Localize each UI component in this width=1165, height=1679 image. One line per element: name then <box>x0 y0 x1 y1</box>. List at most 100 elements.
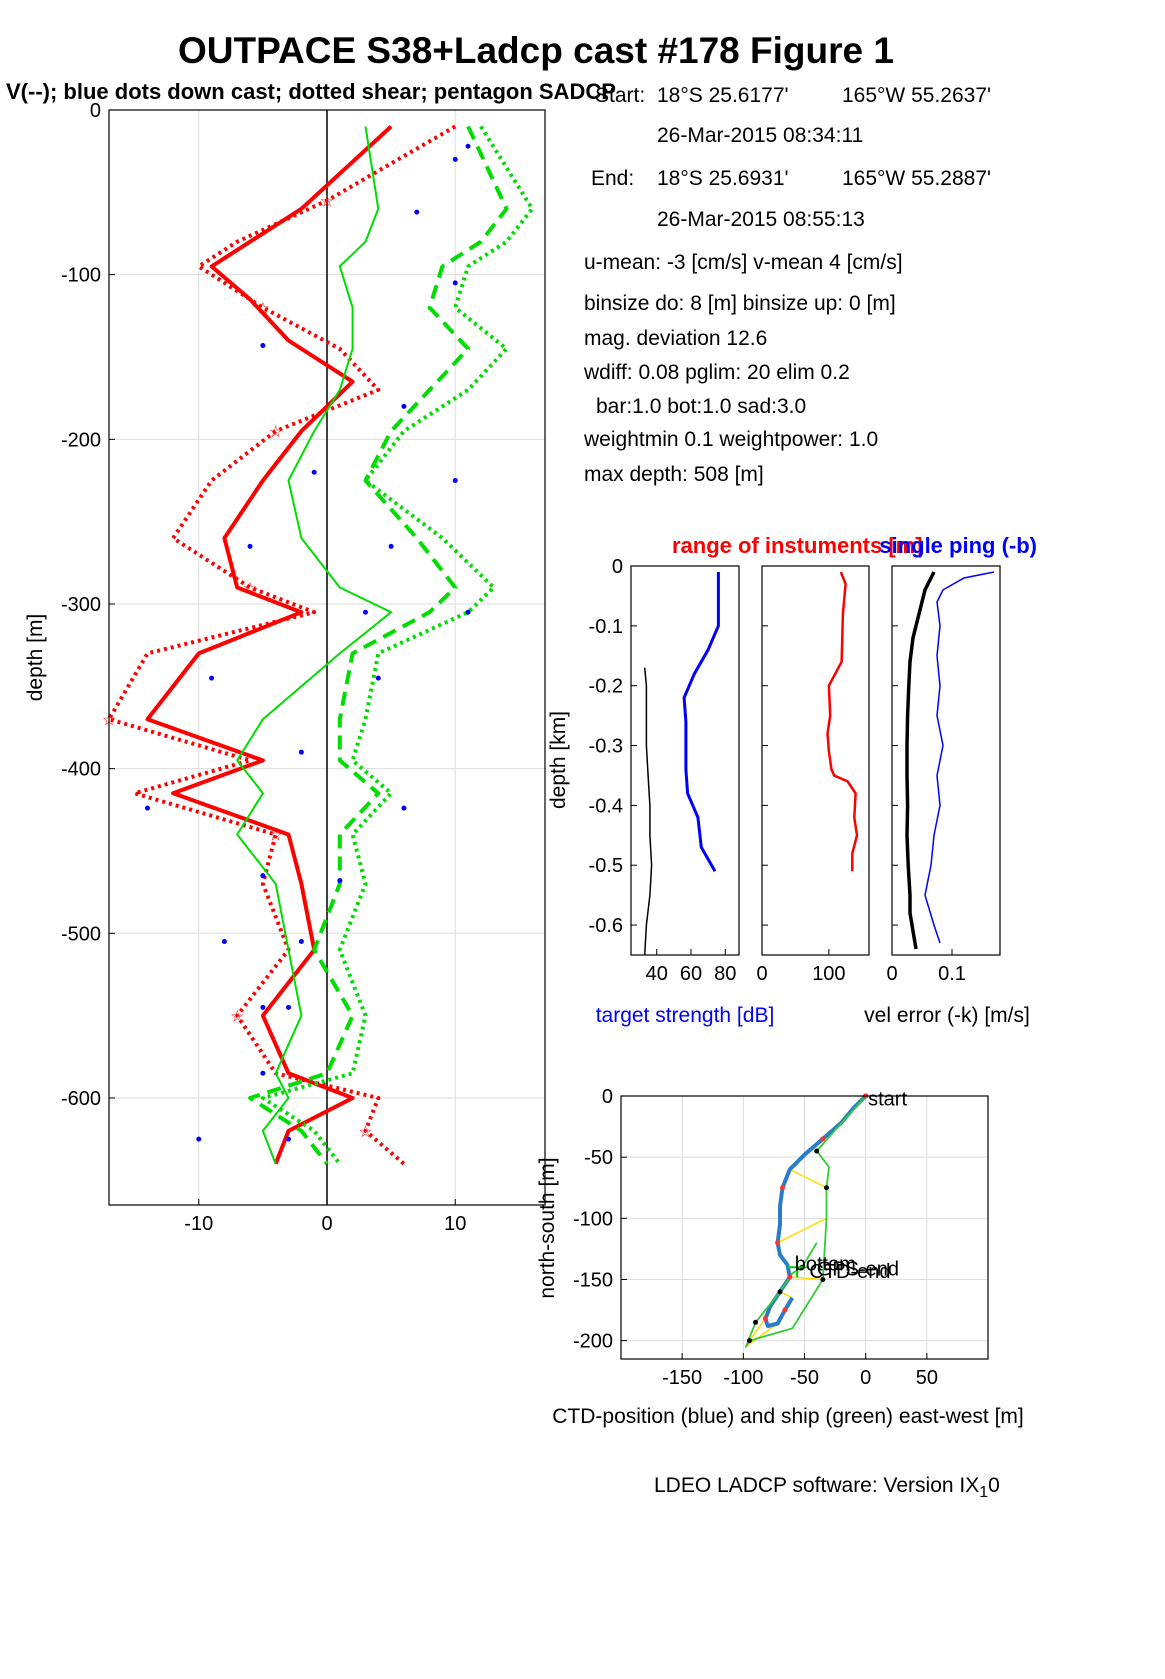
x-tick-label: -10 <box>184 1213 213 1235</box>
x-tick-label: 50 <box>916 1367 938 1389</box>
profile-line-v <box>236 126 393 1165</box>
position-annotation: GPS-end <box>817 1258 899 1280</box>
velocity-error-chart: 0 0.1 vel error (-k) [m/s] <box>864 565 1030 1027</box>
downcast-dot <box>221 939 227 945</box>
ctd-ship-connector <box>777 1217 827 1244</box>
downcast-dot <box>286 1136 292 1142</box>
ship-fix-dot <box>820 1276 826 1282</box>
downcast-dot <box>260 342 266 348</box>
start-longitude: 165°W 55.2637' <box>842 84 992 107</box>
start-label: Start: <box>595 84 646 107</box>
ctd-ship-connector <box>789 1168 827 1189</box>
series-single-ping <box>924 571 995 944</box>
downcast-dot <box>465 143 471 149</box>
axes-frame <box>630 565 740 956</box>
y-tick-label: -150 <box>573 1269 613 1291</box>
y-axis-label: depth [km] <box>547 711 570 809</box>
axes-frame <box>761 565 870 956</box>
ctd-fix-dot <box>782 1307 788 1313</box>
downcast-dot <box>362 609 368 615</box>
ship-fix-dot <box>824 1185 830 1191</box>
y-tick-label: -0.6 <box>589 915 623 937</box>
plot-area <box>762 566 869 955</box>
series-vel-error <box>905 571 936 950</box>
series-range <box>826 571 859 872</box>
x-axis-label: vel error (-k) [m/s] <box>864 1004 1030 1027</box>
end-time: 26-Mar-2015 08:55:13 <box>657 208 865 231</box>
downcast-dot <box>337 878 343 884</box>
figure-title: OUTPACE S38+Ladcp cast #178 Figure 1 <box>178 30 894 71</box>
y-tick-label: -200 <box>573 1331 613 1353</box>
y-tick-label: -100 <box>61 265 101 287</box>
end-latitude: 18°S 25.6931' <box>657 167 789 190</box>
downcast-dot <box>298 939 304 945</box>
y-tick-label: -600 <box>61 1088 101 1110</box>
downcast-dot <box>260 1070 266 1076</box>
ctd-fix-dot <box>820 1136 826 1142</box>
ctd-ship-connector <box>748 1318 766 1342</box>
mean-velocity: u-mean: -3 [cm/s] v-mean 4 [cm/s] <box>584 251 903 274</box>
figure-subtitle: V(--); blue dots down cast; dotted shear… <box>6 79 616 104</box>
downcast-dot <box>260 873 266 879</box>
panel-title-overlap: single ping (-b) <box>879 533 1037 558</box>
x-tick-label: 100 <box>812 963 845 985</box>
velocity-profile-chart: ☆☆☆☆☆☆☆☆-10 0 100-100-200-300-400-500-600d… <box>24 100 546 1235</box>
x-tick-label: 0 <box>886 963 897 985</box>
profile-line-v <box>248 125 509 1166</box>
x-tick-label: 0 <box>860 1367 871 1389</box>
ship-fix-dot <box>753 1319 759 1325</box>
x-tick-label: 60 <box>680 963 702 985</box>
version-subscript: 1 <box>979 1484 989 1502</box>
y-tick-label: -0.3 <box>589 736 623 758</box>
x-tick-label: 0.1 <box>938 963 966 985</box>
series-range <box>643 667 653 956</box>
y-axis-label: north-south [m] <box>536 1157 559 1298</box>
axes-frame <box>891 565 1001 956</box>
y-tick-label: -0.1 <box>589 616 623 638</box>
downcast-dot <box>260 1004 266 1010</box>
downcast-dot <box>401 403 407 409</box>
sadcp-marker: ☆ <box>358 1124 372 1141</box>
downcast-dot <box>196 1136 202 1142</box>
downcast-dot <box>311 469 317 475</box>
version-suffix: 0 <box>988 1474 1000 1497</box>
y-tick-label: -0.5 <box>589 855 623 877</box>
ctd-fix-dot <box>787 1274 793 1280</box>
sadcp-marker: ☆ <box>269 828 283 845</box>
target-strength-chart: 40 60 80 0 -0.1 -0.2 -0.3 -0.4 -0.5 -0.6 depth [km… <box>547 533 1037 1027</box>
software-version: LDEO LADCP software: Version IX <box>654 1474 980 1497</box>
ctd-fix-dot <box>775 1240 781 1246</box>
x-tick-label: 0 <box>321 1213 332 1235</box>
downcast-dot <box>401 805 407 811</box>
y-tick-label: -0.4 <box>589 795 623 817</box>
start-latitude: 18°S 25.6177' <box>657 84 789 107</box>
track-CTD-position <box>763 1094 868 1328</box>
instrument-range-chart: 0 100 <box>756 565 870 985</box>
y-tick-label: -300 <box>61 594 101 616</box>
x-tick-label: -50 <box>790 1367 819 1389</box>
y-tick-label: -500 <box>61 923 101 945</box>
downcast-dot <box>298 749 304 755</box>
sadcp-marker: ☆ <box>243 581 257 598</box>
end-label: End: <box>591 167 635 190</box>
y-tick-label: 0 <box>612 556 623 578</box>
ship-fix-dot <box>814 1148 820 1154</box>
downcast-dot <box>209 675 215 681</box>
downcast-dot <box>465 609 471 615</box>
ctd-ship-connector <box>745 1322 779 1348</box>
downcast-dot <box>286 1004 292 1010</box>
ship-fix-dot <box>777 1289 783 1295</box>
ctd-fix-dot <box>762 1316 768 1322</box>
y-tick-label: -50 <box>584 1147 613 1169</box>
max-depth: max depth: 508 [m] <box>584 463 764 486</box>
sadcp-marker: ☆ <box>256 301 270 318</box>
y-tick-label: -0.2 <box>589 676 623 698</box>
mag-deviation: mag. deviation 12.6 <box>584 327 768 350</box>
y-tick-label: -400 <box>61 759 101 781</box>
track-ship <box>744 1095 867 1348</box>
downcast-dot <box>144 805 150 811</box>
sadcp-marker: ☆ <box>230 1009 244 1026</box>
x-tick-label: 0 <box>756 963 767 985</box>
ctd-ship-connector <box>789 1276 823 1281</box>
